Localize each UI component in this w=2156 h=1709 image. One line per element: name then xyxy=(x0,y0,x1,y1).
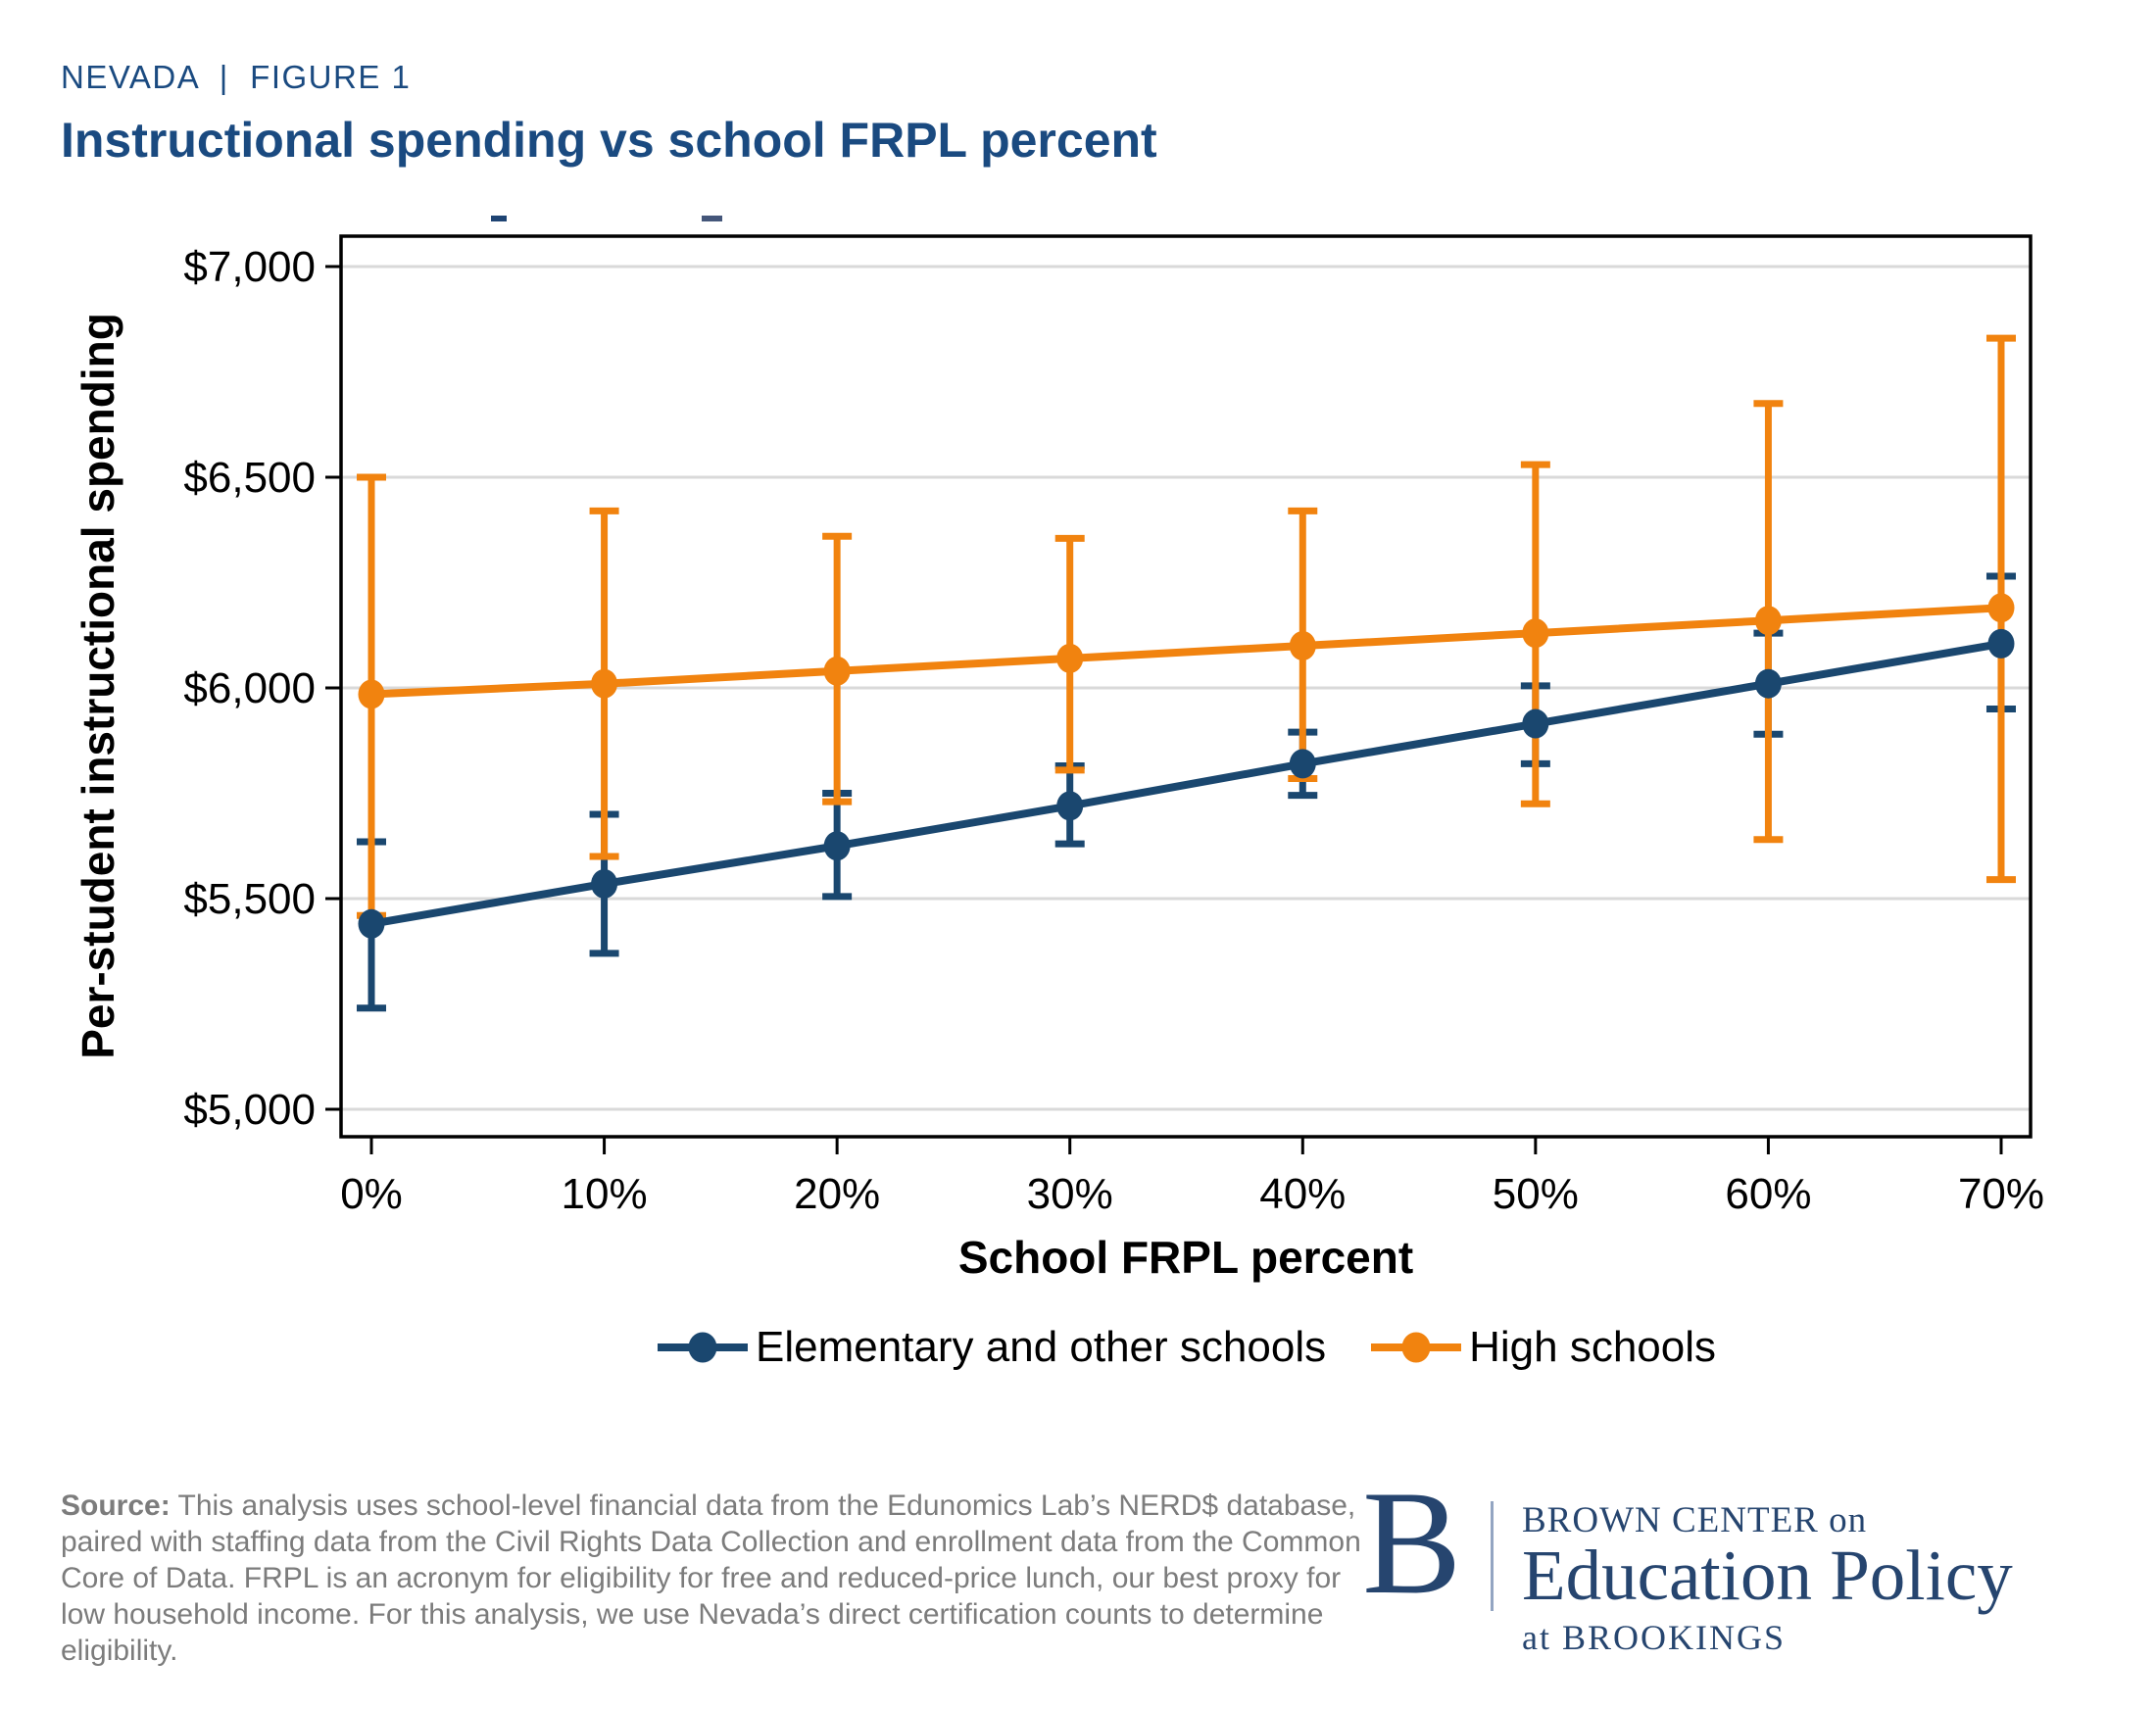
brookings-logo-line2: Education Policy xyxy=(1522,1536,2013,1615)
y-tick-label: $5,500 xyxy=(183,875,316,923)
x-axis-title: School FRPL percent xyxy=(957,1232,1414,1283)
markers-high-schools xyxy=(358,593,2015,709)
brookings-logo-line1: BROWN CENTER on xyxy=(1522,1500,1868,1540)
chart-svg: $5,000 $5,500 $6,000 $6,500 $7,000 0% 10% 20% 30… xyxy=(183,234,2044,1218)
x-tick-label: 40% xyxy=(1259,1170,1346,1218)
legend-marker-high-schools-icon xyxy=(1371,1332,1462,1363)
plot-frame xyxy=(339,234,2033,1139)
x-tick-label: 50% xyxy=(1493,1170,1579,1218)
source-label: Source: xyxy=(61,1489,171,1522)
legend-item-elementary: Elementary and other schools xyxy=(656,1323,1326,1372)
chart-legend: Elementary and other schools High school… xyxy=(656,1323,1716,1372)
x-tick-label: 60% xyxy=(1725,1170,1811,1218)
cropped-text-artifact-right xyxy=(702,216,722,221)
legend-label-elementary: Elementary and other schools xyxy=(755,1323,1327,1371)
figure-title: Instructional spending vs school FRPL pe… xyxy=(61,113,1157,168)
y-tick-label: $7,000 xyxy=(183,243,316,291)
x-tick-label: 30% xyxy=(1027,1170,1113,1218)
x-tick-label: 0% xyxy=(340,1170,403,1218)
x-tick-label: 20% xyxy=(794,1170,880,1218)
line-high-schools xyxy=(370,604,2002,699)
y-tick-label: $6,000 xyxy=(183,664,316,712)
x-tick-label: 10% xyxy=(562,1170,648,1218)
y-tick-label: $6,500 xyxy=(183,454,316,502)
markers-elementary xyxy=(358,628,2015,939)
y-axis-ticks: $5,000 $5,500 $6,000 $6,500 $7,000 xyxy=(183,243,341,1134)
brookings-logo-line3: at BROOKINGS xyxy=(1522,1618,1787,1657)
y-tick-label: $5,000 xyxy=(183,1086,316,1134)
legend-marker-elementary-icon xyxy=(657,1332,748,1363)
line-elementary xyxy=(370,639,2002,928)
figure-eyebrow: NEVADA | FIGURE 1 xyxy=(61,59,412,95)
x-axis-ticks: 0% 10% 20% 30% 40% 50% 60% 70% xyxy=(340,1137,2044,1218)
x-tick-label: 70% xyxy=(1958,1170,2044,1218)
source-text: This analysis uses school-level financia… xyxy=(61,1489,1361,1667)
legend-item-high-schools: High schools xyxy=(1369,1323,1716,1372)
cropped-text-artifact-left xyxy=(491,216,507,221)
source-note: Source: This analysis uses school-level … xyxy=(61,1488,1374,1669)
legend-label-high-schools: High schools xyxy=(1469,1323,1717,1371)
brookings-logo-divider xyxy=(1491,1501,1494,1611)
y-axis-title: Per-student instructional spending xyxy=(73,313,123,1059)
brookings-logo-b: B xyxy=(1362,1460,1462,1625)
